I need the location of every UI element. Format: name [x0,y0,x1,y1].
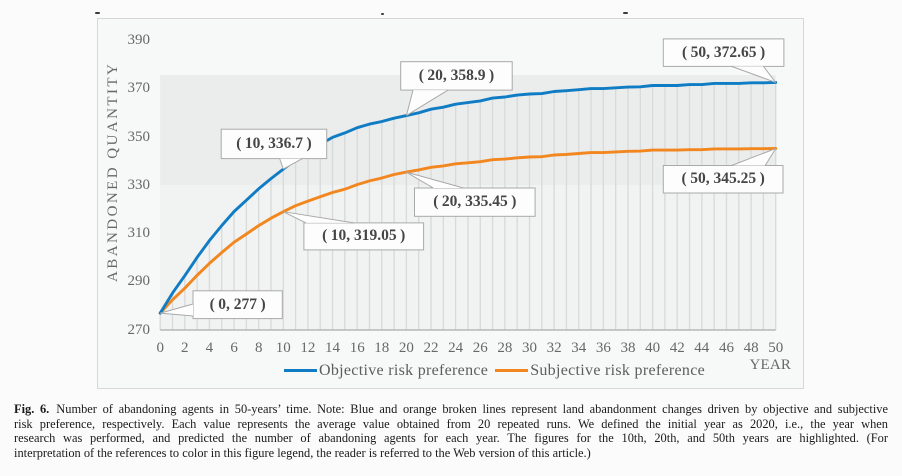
data-callout-label: (20, 335.45) [433,193,517,211]
x-tick-label: 18 [374,340,390,356]
x-tick-label: 0 [156,340,164,356]
x-tick-label: 12 [300,340,316,356]
caption-fig-label: Fig. 6. [14,402,50,416]
data-callout-label: (10, 336.7) [236,134,312,152]
x-tick-label: 26 [472,340,488,356]
x-tick-label: 36 [595,340,611,356]
data-callout-label: (10, 319.05) [322,227,406,245]
x-tick-label: 10 [275,340,291,356]
callout-paren-close: ) [511,193,517,211]
legend-dash [495,369,529,372]
x-tick-label: 14 [325,340,340,356]
caption-line: Fig. 6. Number of abandoning agents in 50… [14,402,888,416]
data-callout-label: (50, 345.25) [681,170,765,188]
y-tick-label: 390 [127,32,151,49]
x-tick-label: 48 [743,340,759,356]
x-tick-label: 42 [669,340,685,356]
y-axis-title: ABANDONED QUANTITY [104,61,121,282]
callout-paren-close: ) [306,134,312,152]
data-callout-label: (20, 358.9) [418,66,495,84]
figure-caption: Fig. 6. Number of abandoning agents in 50… [14,402,888,460]
x-tick-label: 2 [181,340,189,356]
x-tick-label: 50 [768,340,784,356]
x-tick-label: 30 [522,340,537,356]
chart-legend: Objective risk preference Subjective risk… [284,362,712,380]
x-tick-label: 40 [645,340,661,356]
callout-paren-open: ( [209,295,215,313]
x-tick-label: 24 [448,340,464,356]
x-tick-label: 20 [398,340,414,356]
callout-paren-close: ) [759,170,765,188]
y-tick-label: 270 [127,321,151,338]
x-tick-label: 46 [719,340,734,356]
data-callout-label: (50, 372.65) [681,43,766,61]
legend-label: Subjective risk preference [530,361,706,379]
x-tick-label: 38 [620,340,636,356]
y-tick-label: 350 [127,128,151,145]
stray-mark [381,12,384,15]
legend-dash [284,369,317,372]
callout-paren-open: ( [433,193,439,211]
callout-paren-close: ) [489,66,495,84]
caption-line: research was performed, and predicted th… [14,431,888,446]
x-axis-title: YEAR [749,357,792,373]
x-tick-label: 44 [694,340,710,356]
y-tick-label: 330 [127,176,151,193]
x-tick-label: 8 [254,340,263,356]
stray-mark [95,12,100,14]
x-tick-label: 28 [497,340,513,356]
caption-line: risk preference, respectively. Each valu… [14,416,888,431]
x-tick-label: 6 [230,340,238,356]
x-tick-label: 34 [571,340,587,356]
callout-paren-open: ( [418,66,424,84]
callout-paren-close: ) [400,227,406,245]
data-callout-label: (0, 277) [209,295,266,313]
y-tick-label: 370 [127,80,151,97]
callout-paren-open: ( [681,43,688,61]
callout-paren-open: ( [236,134,242,152]
x-tick-label: 32 [546,340,562,356]
callout-paren-close: ) [260,295,266,313]
x-tick-label: 4 [205,340,214,356]
callout-paren-open: ( [681,170,687,188]
caption-line: interpretation of the references to colo… [14,445,591,460]
legend-label: Objective risk preference [319,361,489,379]
stray-mark [623,12,628,14]
x-tick-label: 16 [349,340,365,356]
x-tick-label: 22 [423,340,439,356]
y-tick-label: 290 [127,273,151,290]
callout-paren-close: ) [760,43,766,61]
callout-paren-open: ( [322,227,328,245]
y-tick-label: 310 [127,225,151,241]
